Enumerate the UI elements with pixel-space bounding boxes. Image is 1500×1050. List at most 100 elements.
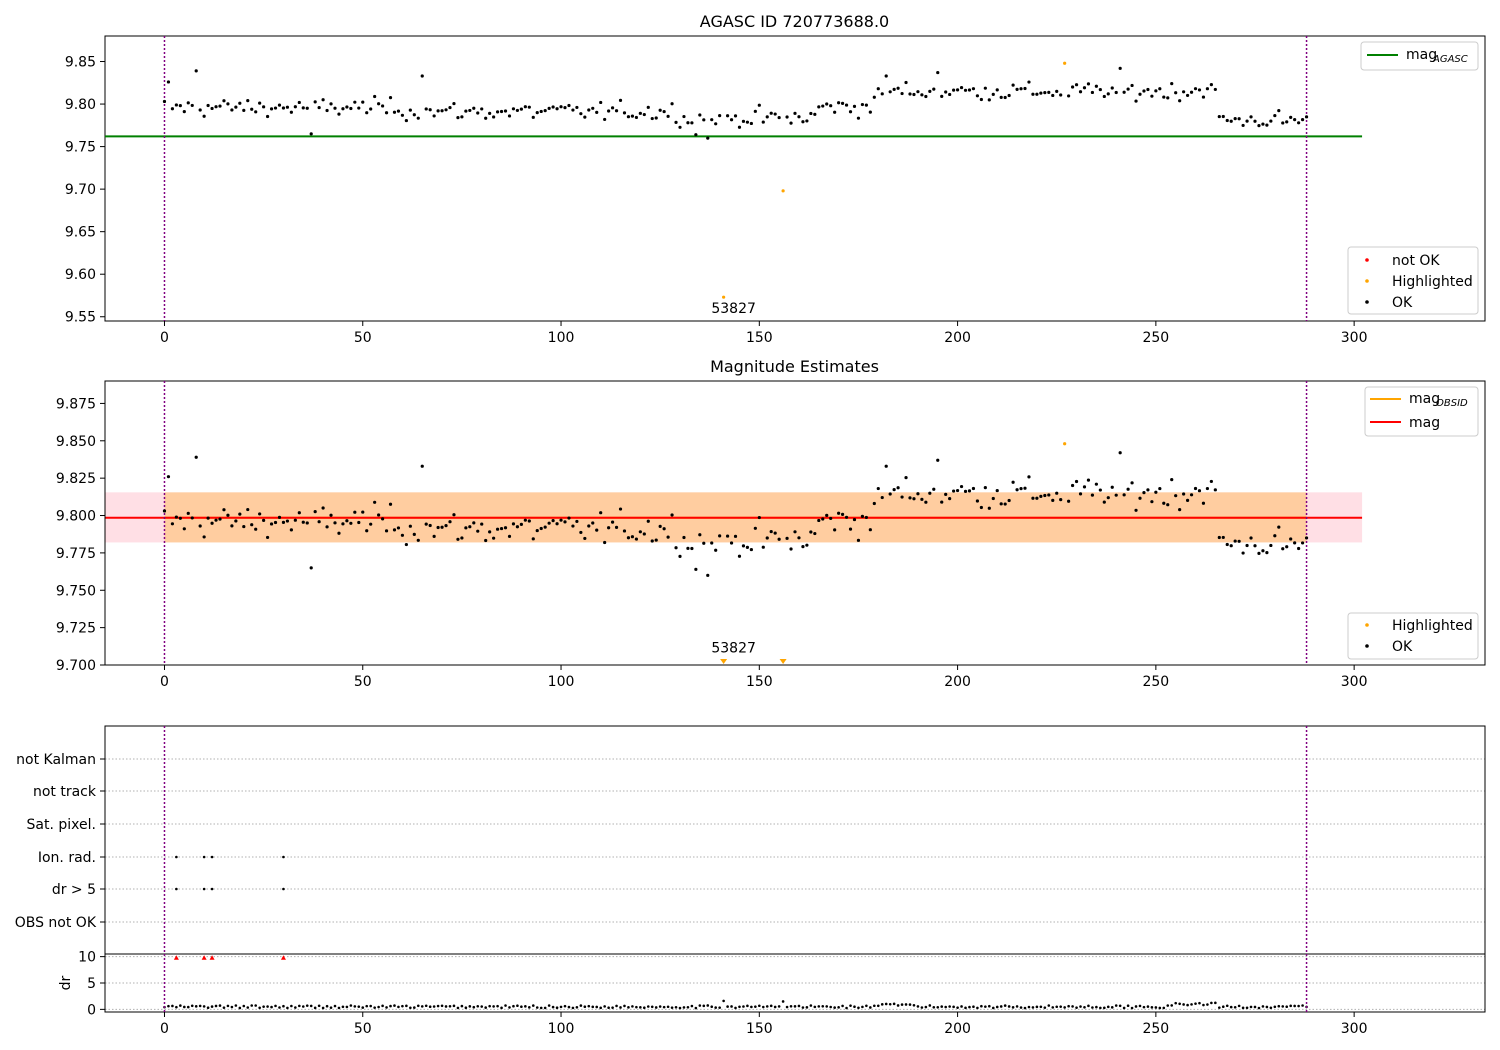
p2-ok-point (622, 529, 627, 533)
p3-dr-point (595, 1005, 599, 1009)
p2-ok-point (642, 532, 646, 536)
p2-ok-point (1007, 498, 1011, 503)
p3-dr-point (270, 1005, 273, 1009)
p1-ok-point (1094, 84, 1098, 88)
p3-dr-point (980, 1004, 983, 1008)
p1-ok-point (773, 112, 777, 116)
p2-legend-mag-obsid: mag (1409, 391, 1440, 407)
p3-dr-point (710, 1005, 714, 1008)
p3-dr-point (1079, 1005, 1082, 1008)
p1-legend-marker (1365, 279, 1369, 283)
p3-dr-point (738, 1005, 741, 1009)
p1-ok-point (162, 99, 167, 104)
p3-dr-point (726, 1005, 729, 1008)
p1-ok-point (852, 104, 857, 108)
p2-ok-point (242, 524, 246, 529)
p1-ok-point (1293, 118, 1297, 122)
p3-dr-point (956, 1006, 959, 1009)
p2-ok-point (234, 519, 238, 523)
p3-xtick-label: 200 (944, 1021, 971, 1037)
p1-ok-point (210, 106, 214, 111)
p2-ok-point (1189, 493, 1194, 497)
p1-ok-point (499, 109, 504, 114)
p3-dr-point (1154, 1006, 1158, 1009)
p2-ytick-label: 9.700 (56, 658, 96, 674)
p1-ok-point (388, 96, 393, 100)
p2-ok-point (959, 484, 964, 489)
p2-ok-point (484, 538, 488, 543)
p3-dr-point (619, 1006, 622, 1009)
p3-dr-point (230, 1005, 234, 1009)
p1-ok-point (971, 87, 976, 91)
p1-ok-point (1170, 82, 1174, 86)
p1-ok-point (400, 113, 405, 117)
p1-ok-point (1011, 83, 1015, 87)
p3-dr-point (936, 1005, 940, 1009)
p3-dr-point (234, 1004, 238, 1007)
p2-ok-point (567, 516, 571, 520)
p3-dr-point (567, 1005, 571, 1009)
p2-ok-point (1059, 498, 1063, 502)
p3-dr-point (361, 1006, 365, 1009)
p2-ok-point (1162, 501, 1166, 505)
p3-dr-point (690, 1004, 694, 1008)
p2-ok-point (690, 546, 694, 551)
p1-ok-point (975, 94, 980, 98)
p3-dr-point (1027, 1005, 1031, 1009)
p2-ok-point (733, 534, 738, 538)
p3-xtick-label: 50 (354, 1021, 372, 1037)
p1-ok-point (555, 107, 559, 111)
p3-dr-point (944, 1005, 947, 1009)
p1-ok-point (258, 101, 262, 105)
p1-ok-point (507, 114, 512, 118)
p3-dr-point (1245, 1006, 1249, 1010)
p2-ok-point (987, 506, 991, 510)
p3-dr-point (1007, 1005, 1011, 1008)
p1-ok-point (979, 97, 983, 102)
p2-ok-point (797, 536, 801, 540)
p2-ytick-label: 9.725 (56, 621, 96, 637)
p3-dr-point (1257, 1006, 1261, 1010)
p2-ok-point (305, 521, 309, 525)
p1-ok-point (1039, 91, 1043, 95)
p1-ok-point (1178, 99, 1182, 103)
p2-ok-point (380, 517, 385, 521)
p1-ok-point (1130, 83, 1134, 88)
p2-ok-point (896, 486, 900, 490)
p2-xtick-label: 200 (944, 674, 971, 690)
p2-ok-point (686, 546, 690, 550)
p3-dr-point (468, 1005, 472, 1008)
p3-dr-point (1087, 1004, 1090, 1008)
p1-ok-point (285, 105, 290, 109)
p3-dr-tick-label: 0 (87, 1002, 96, 1018)
p3-dr-point (825, 1005, 829, 1008)
p1-ok-point (1257, 123, 1261, 128)
p1-ok-point (206, 103, 210, 108)
p2-ok-point (1197, 489, 1202, 493)
p3-dr-point (472, 1005, 476, 1009)
p3-dr-point (313, 1006, 317, 1010)
p1-ok-point (325, 108, 329, 113)
p1-ok-point (305, 106, 309, 110)
p3-dr-point (222, 1006, 226, 1009)
p1-ytick-label: 9.85 (65, 55, 96, 71)
p3-dr-point (1233, 1005, 1237, 1009)
p2-bottom-legend-box (1347, 612, 1479, 660)
p2-ok-point (1285, 545, 1289, 549)
p2-ok-point (753, 526, 757, 530)
p2-ok-point (944, 492, 948, 496)
p3-dr-point (183, 1005, 186, 1009)
p3-dr-point (1281, 1005, 1285, 1008)
p3-dr-point (750, 1005, 753, 1009)
p1-axes-frame (104, 35, 1486, 322)
p1-ok-point (725, 114, 730, 118)
p2-ok-point (924, 500, 928, 504)
p3-dr-point (436, 1004, 440, 1008)
p1-ok-point (848, 110, 853, 114)
p3-dr-point (761, 1005, 765, 1009)
p2-ok-point (1265, 550, 1269, 555)
p1-ok-point (357, 106, 361, 110)
p1-ok-point (626, 115, 631, 119)
p3-dr-point (1063, 1006, 1066, 1009)
p2-ok-point (182, 527, 186, 531)
